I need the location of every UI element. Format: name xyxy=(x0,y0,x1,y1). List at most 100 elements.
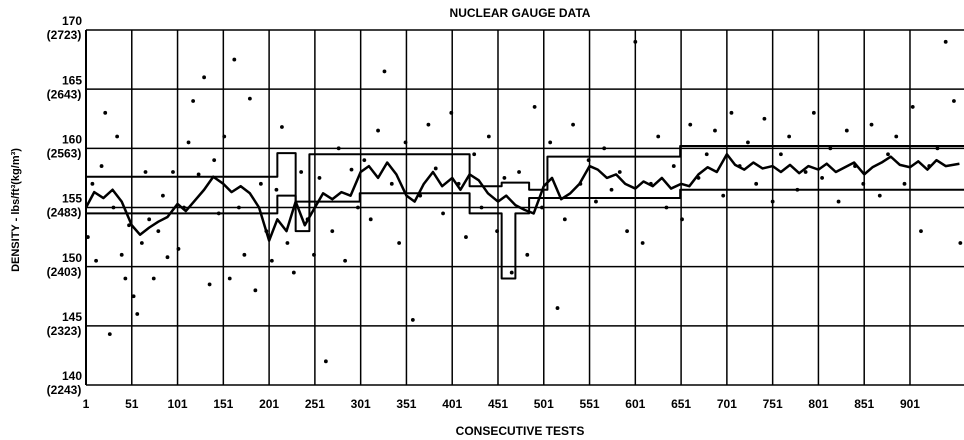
point xyxy=(479,205,484,210)
point xyxy=(548,140,553,145)
point xyxy=(671,164,676,168)
point xyxy=(820,176,824,180)
point xyxy=(253,288,258,293)
point xyxy=(323,359,328,364)
point xyxy=(680,217,684,222)
point xyxy=(803,170,808,174)
point xyxy=(330,229,335,234)
line xyxy=(84,153,960,242)
point xyxy=(958,241,963,245)
point xyxy=(426,122,431,127)
point xyxy=(242,252,247,257)
point xyxy=(811,110,816,115)
point xyxy=(123,276,128,281)
x-tick-label: 251 xyxy=(305,397,325,411)
x-tick-label: 451 xyxy=(488,397,508,411)
point xyxy=(349,167,354,172)
point xyxy=(389,181,394,186)
point xyxy=(633,39,638,44)
point xyxy=(869,122,874,127)
point xyxy=(222,134,227,139)
y-tick-sublabel: (2723) xyxy=(47,28,82,42)
x-tick-label: 101 xyxy=(168,397,188,411)
x-tick-label: 651 xyxy=(671,397,691,411)
point xyxy=(103,110,108,115)
point xyxy=(131,294,136,299)
point xyxy=(540,205,544,210)
y-tick-label: 155 xyxy=(62,192,82,206)
point xyxy=(617,170,622,174)
point xyxy=(828,146,833,151)
point xyxy=(594,199,598,204)
x-tick-label: 601 xyxy=(625,397,645,411)
point xyxy=(778,152,783,157)
point xyxy=(403,140,408,145)
x-tick-label: 851 xyxy=(854,397,874,411)
point xyxy=(586,158,591,163)
x-tick-label: 801 xyxy=(808,397,828,411)
point xyxy=(943,39,948,44)
point xyxy=(368,217,373,222)
point xyxy=(952,99,956,103)
point xyxy=(119,252,124,257)
point xyxy=(285,241,290,245)
point xyxy=(704,152,709,157)
point xyxy=(151,276,156,281)
point xyxy=(343,258,347,263)
y-tick-label: 165 xyxy=(62,73,82,87)
point xyxy=(656,134,661,139)
point xyxy=(336,146,341,151)
point xyxy=(147,217,152,222)
point xyxy=(85,235,90,239)
y-tick-sublabel: (2483) xyxy=(47,206,82,220)
x-tick-label: 351 xyxy=(396,397,416,411)
line xyxy=(86,144,964,233)
point xyxy=(902,181,907,186)
x-tick-label: 901 xyxy=(900,397,920,411)
y-axis-label: DENSITY - lbs/ft³(kg/m³) xyxy=(10,148,22,272)
point xyxy=(609,187,614,192)
x-tick-label: 301 xyxy=(351,397,371,411)
point xyxy=(433,166,438,171)
point xyxy=(127,223,131,228)
x-tick-label: 401 xyxy=(442,397,462,411)
point xyxy=(525,252,530,257)
point xyxy=(376,128,380,133)
x-tick-label: 751 xyxy=(763,397,783,411)
x-tick-label: 201 xyxy=(259,397,279,411)
x-tick-label: 151 xyxy=(213,397,233,411)
point xyxy=(721,193,726,198)
point xyxy=(258,181,263,186)
point xyxy=(640,241,645,245)
point xyxy=(713,128,717,133)
point xyxy=(688,122,693,127)
x-tick-label: 551 xyxy=(580,397,600,411)
point xyxy=(787,134,792,139)
y-tick-sublabel: (2243) xyxy=(47,383,82,397)
point xyxy=(746,140,750,145)
point xyxy=(317,176,322,180)
point xyxy=(562,217,567,222)
point xyxy=(274,187,279,192)
point xyxy=(247,96,252,101)
point xyxy=(139,241,144,245)
point xyxy=(664,205,669,210)
point xyxy=(844,128,849,133)
chart-title: NUCLEAR GAUGE DATA xyxy=(450,6,591,20)
y-tick-sublabel: (2643) xyxy=(47,87,82,101)
point xyxy=(212,158,217,163)
point xyxy=(602,146,607,151)
point xyxy=(449,110,454,115)
point xyxy=(441,211,445,216)
point xyxy=(356,205,360,210)
point xyxy=(762,116,767,121)
point xyxy=(196,172,201,177)
y-tick-label: 160 xyxy=(62,133,82,147)
point xyxy=(877,193,882,198)
point xyxy=(227,276,232,281)
point xyxy=(207,282,212,287)
point xyxy=(886,152,890,157)
point xyxy=(502,176,507,180)
point xyxy=(397,241,402,245)
